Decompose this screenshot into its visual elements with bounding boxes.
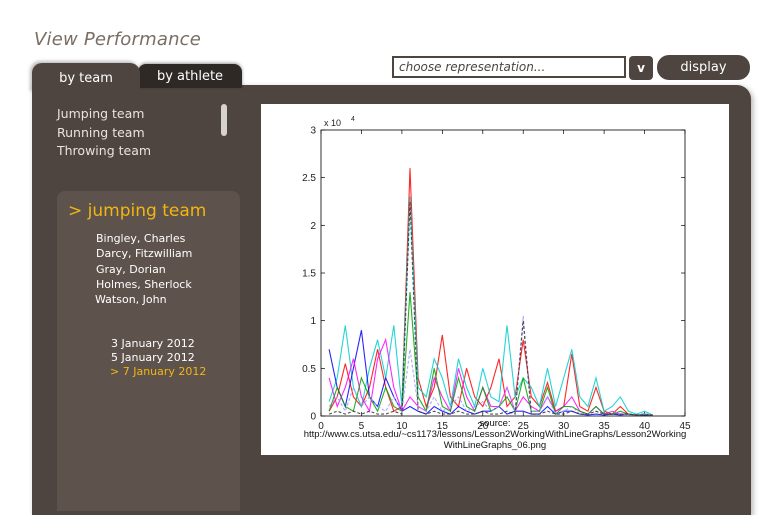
- date-item[interactable]: 3 January 2012: [111, 337, 195, 350]
- series-line-6: [328, 201, 653, 416]
- series-line-5: [328, 315, 653, 416]
- x-tick-label: 5: [359, 421, 365, 432]
- x-tick-label: 20: [477, 421, 489, 432]
- tab-by-athlete[interactable]: by athlete: [138, 64, 242, 88]
- athlete-item[interactable]: Darcy, Fitzwilliam: [96, 247, 193, 261]
- performance-chart-image: 0 5 10 15 20 25 30 35 40 45 0 0.5 1 1.5 2 2.5 3 x 10 4 sou…: [261, 104, 729, 455]
- athlete-item[interactable]: Bingley, Charles: [96, 232, 186, 245]
- team-list: Jumping team Running team Throwing team: [57, 105, 151, 161]
- representation-select[interactable]: choose representation...: [392, 56, 626, 78]
- athlete-item[interactable]: Holmes, Sherlock: [96, 277, 192, 291]
- series-line-4: [328, 292, 653, 416]
- image-source-caption: source: http://www.cs.utsa.edu/~cs1173/l…: [261, 418, 729, 451]
- y-tick-label: 3: [310, 126, 316, 137]
- athlete-item[interactable]: Gray, Dorian: [96, 262, 166, 276]
- source-label: source:: [479, 418, 511, 429]
- athlete-item[interactable]: Watson, John: [95, 293, 167, 307]
- y-tick-label: 2: [310, 221, 316, 232]
- display-button[interactable]: display: [657, 55, 750, 80]
- date-item-selected[interactable]: > 7 January 2012: [110, 364, 207, 378]
- date-list: 3 January 2012 5 January 2012 > 7 Januar…: [110, 337, 207, 378]
- source-url-continued: WithLineGraphs_06.png: [443, 440, 547, 451]
- tab-by-team[interactable]: by team: [32, 63, 140, 93]
- page-title: View Performance: [34, 29, 202, 50]
- team-detail-panel: [57, 191, 240, 511]
- representation-dropdown-button[interactable]: v: [629, 56, 653, 80]
- selected-team-title: > jumping team: [68, 201, 207, 221]
- team-item-throwing[interactable]: Throwing team: [57, 143, 152, 159]
- x-tick-label: 0: [318, 421, 324, 432]
- x-tick-label: 15: [437, 421, 449, 432]
- x-tick-label: 10: [396, 421, 408, 432]
- x-tick-label: 45: [679, 421, 691, 432]
- y-tick-label: 0: [310, 412, 316, 423]
- team-item-running[interactable]: Running team: [57, 124, 145, 140]
- y-tick-label: 2.5: [302, 173, 316, 184]
- source-url: http://www.cs.utsa.edu/~cs1173/lessons/L…: [303, 429, 687, 440]
- x-tick-label: 40: [639, 421, 651, 432]
- y-tick-label: 1: [310, 316, 316, 327]
- x-tick-label: 25: [518, 421, 530, 432]
- series-line-1: [328, 196, 653, 416]
- series-line-0: [328, 168, 653, 416]
- x-tick-label: 30: [558, 421, 570, 432]
- y-multiplier-label: x 10: [324, 118, 341, 128]
- date-item[interactable]: 5 January 2012: [111, 350, 195, 364]
- performance-line-chart: 0 5 10 15 20 25 30 35 40 45 0 0.5 1 1.5 2 2.5 3 x 10 4: [302, 116, 691, 432]
- team-list-scrollbar[interactable]: [221, 104, 227, 136]
- athlete-list: Bingley, Charles Darcy, Fitzwilliam Gray…: [95, 231, 193, 307]
- team-item-jumping[interactable]: Jumping team: [57, 106, 145, 121]
- y-multiplier-exponent: 4: [351, 116, 355, 123]
- y-tick-label: 1.5: [302, 269, 316, 280]
- x-tick-label: 35: [599, 421, 611, 432]
- y-tick-label: 0.5: [302, 364, 316, 375]
- representation-select-placeholder: choose representation...: [399, 60, 546, 74]
